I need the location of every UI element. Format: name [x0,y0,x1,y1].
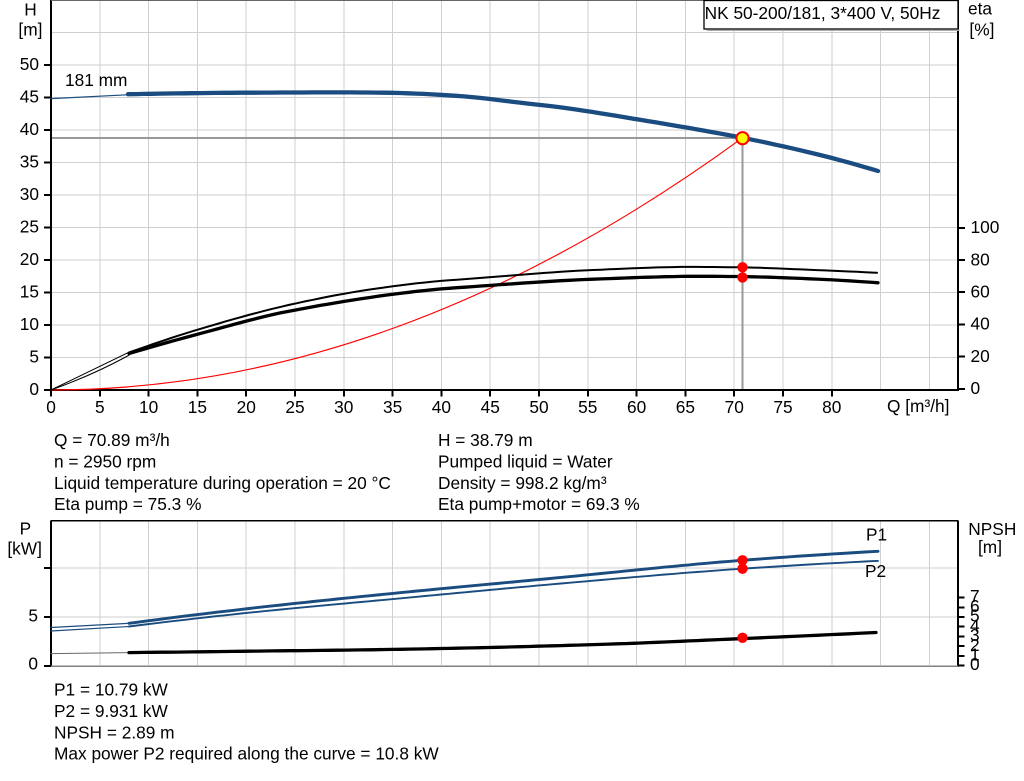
svg-text:6: 6 [970,596,980,616]
svg-text:0: 0 [29,379,39,399]
svg-text:100: 100 [971,217,1000,237]
svg-text:15: 15 [188,397,207,417]
svg-text:0: 0 [46,397,56,417]
svg-text:60: 60 [971,282,990,302]
svg-text:[%]: [%] [969,19,994,39]
svg-text:80: 80 [971,249,990,269]
svg-text:5: 5 [29,347,39,367]
svg-text:1: 1 [970,645,980,665]
svg-text:Liquid temperature during oper: Liquid temperature during operation = 20… [54,473,391,493]
svg-text:20: 20 [20,249,39,269]
svg-text:7: 7 [970,586,980,606]
svg-text:P1: P1 [866,524,887,544]
svg-text:181 mm: 181 mm [65,70,127,90]
svg-text:NPSH = 2.89 m: NPSH = 2.89 m [54,722,175,742]
svg-text:NPSH: NPSH [968,519,1016,539]
svg-text:Density = 998.2 kg/m³: Density = 998.2 kg/m³ [438,473,607,493]
svg-text:10: 10 [139,397,158,417]
svg-text:[m]: [m] [18,19,42,39]
svg-text:50: 50 [529,397,548,417]
svg-text:40: 40 [432,397,451,417]
svg-text:0: 0 [971,378,981,398]
svg-text:30: 30 [20,184,39,204]
svg-text:5: 5 [28,605,38,625]
svg-text:P1 = 10.79 kW: P1 = 10.79 kW [54,680,169,700]
svg-text:65: 65 [676,397,695,417]
svg-text:60: 60 [627,397,646,417]
svg-text:4: 4 [970,615,980,635]
svg-text:20: 20 [971,346,990,366]
svg-text:75: 75 [773,397,792,417]
svg-text:eta: eta [968,0,992,19]
svg-text:55: 55 [578,397,597,417]
svg-text:0: 0 [28,653,38,673]
svg-text:Max power P2 required along th: Max power P2 required along the curve = … [54,744,439,764]
svg-text:5: 5 [970,606,980,626]
svg-text:5: 5 [95,397,105,417]
svg-text:80: 80 [822,397,841,417]
svg-text:50: 50 [20,54,39,74]
svg-text:25: 25 [285,397,304,417]
svg-text:3: 3 [970,625,980,645]
svg-text:H = 38.79 m: H = 38.79 m [438,430,533,450]
svg-text:Q = 70.89 m³/h: Q = 70.89 m³/h [54,430,170,450]
svg-text:30: 30 [334,397,353,417]
svg-text:20: 20 [237,397,256,417]
svg-text:H: H [24,0,36,20]
svg-text:15: 15 [20,282,39,302]
svg-text:25: 25 [20,217,39,237]
svg-text:70: 70 [725,397,744,417]
svg-text:P2: P2 [865,561,886,581]
svg-text:45: 45 [481,397,500,417]
svg-text:Eta pump = 75.3 %: Eta pump = 75.3 % [54,494,201,514]
svg-text:10: 10 [20,314,39,334]
svg-text:40: 40 [20,119,39,139]
svg-text:2: 2 [970,635,980,655]
svg-text:[m]: [m] [978,537,1002,557]
svg-text:0: 0 [970,654,980,674]
svg-text:40: 40 [971,314,990,334]
svg-text:NK 50-200/181, 3*400 V, 50Hz: NK 50-200/181, 3*400 V, 50Hz [705,3,941,23]
svg-text:35: 35 [383,397,402,417]
svg-text:[kW]: [kW] [7,539,42,559]
svg-text:Pumped liquid = Water: Pumped liquid = Water [438,451,613,471]
svg-text:P2 = 9.931 kW: P2 = 9.931 kW [54,701,169,721]
svg-text:Q [m³/h]: Q [m³/h] [887,396,949,416]
svg-text:n = 2950 rpm: n = 2950 rpm [54,451,156,471]
svg-text:45: 45 [20,87,39,107]
svg-text:35: 35 [20,152,39,172]
svg-text:Eta pump+motor = 69.3 %: Eta pump+motor = 69.3 % [438,494,640,514]
svg-text:P: P [20,519,32,539]
